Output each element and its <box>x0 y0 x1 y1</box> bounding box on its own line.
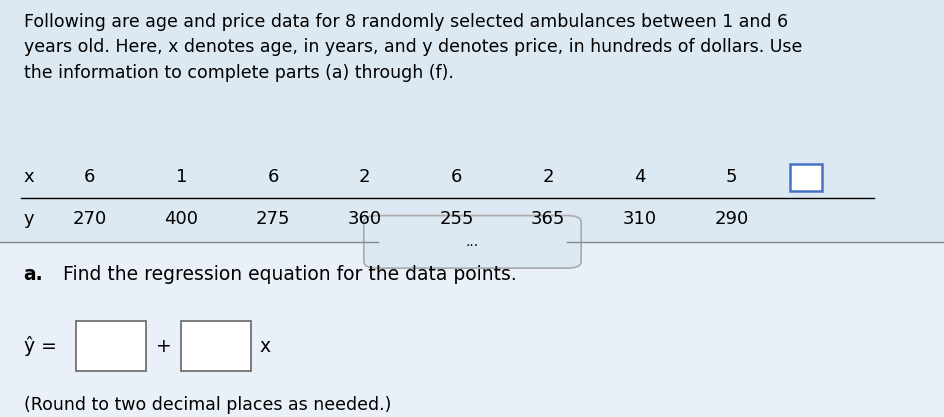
Text: 6: 6 <box>84 168 95 186</box>
Text: a.: a. <box>24 265 43 284</box>
Text: 290: 290 <box>714 210 748 228</box>
Text: 1: 1 <box>176 168 187 186</box>
Text: 2: 2 <box>359 168 370 186</box>
Text: ŷ =: ŷ = <box>24 336 57 356</box>
FancyBboxPatch shape <box>0 0 944 242</box>
Text: 365: 365 <box>531 210 565 228</box>
Text: Find the regression equation for the data points.: Find the regression equation for the dat… <box>57 265 516 284</box>
FancyBboxPatch shape <box>181 321 251 371</box>
Text: 6: 6 <box>450 168 462 186</box>
Text: Following are age and price data for 8 randomly selected ambulances between 1 an: Following are age and price data for 8 r… <box>24 13 801 82</box>
Text: 360: 360 <box>347 210 381 228</box>
FancyBboxPatch shape <box>363 216 581 268</box>
Text: x: x <box>24 168 34 186</box>
Text: 5: 5 <box>725 168 736 186</box>
FancyBboxPatch shape <box>789 164 821 191</box>
FancyBboxPatch shape <box>76 321 145 371</box>
Text: 400: 400 <box>164 210 198 228</box>
Text: 270: 270 <box>73 210 107 228</box>
Text: (Round to two decimal places as needed.): (Round to two decimal places as needed.) <box>24 396 391 414</box>
FancyBboxPatch shape <box>0 242 944 417</box>
Text: +: + <box>156 337 172 356</box>
Text: 275: 275 <box>256 210 290 228</box>
Text: 2: 2 <box>542 168 553 186</box>
Text: 6: 6 <box>267 168 278 186</box>
Text: 310: 310 <box>622 210 656 228</box>
Text: x: x <box>260 337 271 356</box>
Text: 4: 4 <box>633 168 645 186</box>
Text: ...: ... <box>465 235 479 249</box>
Text: y: y <box>24 210 34 228</box>
Text: 255: 255 <box>439 210 473 228</box>
